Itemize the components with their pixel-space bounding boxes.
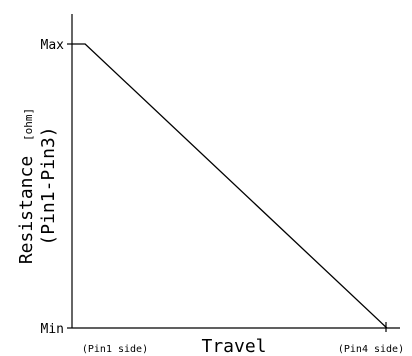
x-end-label: (Pin4 side)	[338, 344, 404, 355]
y-axis-title-line2: (Pin1-Pin3)	[38, 126, 59, 245]
y-min-label: Min	[41, 322, 64, 337]
y-axis-title-main: Resistance	[16, 156, 37, 264]
x-axis-title: Travel	[201, 336, 266, 356]
y-axis-title-line1: Resistance [ohm]	[16, 108, 37, 264]
y-axis-title: Resistance [ohm] (Pin1-Pin3)	[16, 108, 59, 264]
resistance-line	[72, 43, 388, 329]
y-axis-title-unit: [ohm]	[22, 108, 35, 141]
x-start-label: (Pin1 side)	[82, 344, 148, 355]
y-max-label: Max	[41, 38, 65, 53]
